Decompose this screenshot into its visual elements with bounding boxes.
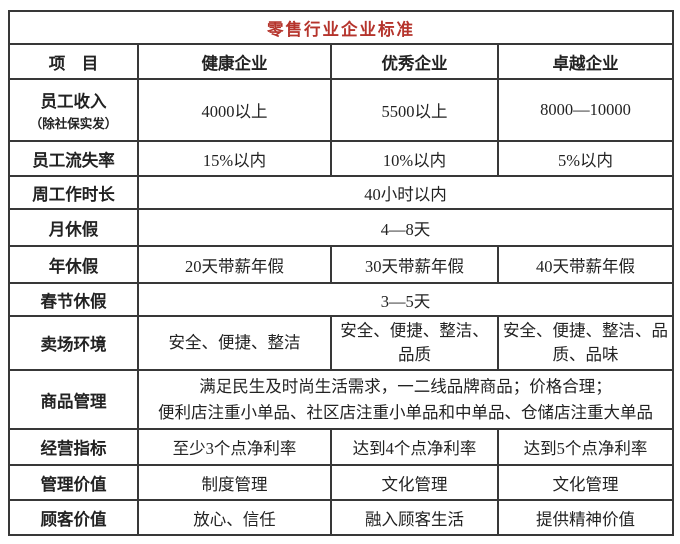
row-label: 员工收入 （除社保实发） xyxy=(8,78,139,142)
cell-value: 融入顾客生活 xyxy=(330,499,499,536)
cell-value: 10%以内 xyxy=(330,140,499,177)
row-label: 春节休假 xyxy=(8,282,139,317)
row-label: 员工流失率 xyxy=(8,140,139,177)
row-spring-festival-leave: 春节休假 3—5天 xyxy=(8,282,674,317)
row-annual-leave: 年休假 20天带薪年假 30天带薪年假 40天带薪年假 xyxy=(8,245,674,284)
header-item: 项 目 xyxy=(8,43,139,80)
cell-value: 安全、便捷、整洁、品质、品味 xyxy=(497,315,674,371)
row-management-value: 管理价值 制度管理 文化管理 文化管理 xyxy=(8,464,674,501)
header-healthy-enterprise: 健康企业 xyxy=(137,43,332,80)
cell-value-span: 40小时以内 xyxy=(137,175,674,210)
row-label: 管理价值 xyxy=(8,464,139,501)
header-outstanding-enterprise: 卓越企业 xyxy=(497,43,674,80)
cell-value: 30天带薪年假 xyxy=(330,245,499,284)
cell-value-span: 满足民生及时尚生活需求，一二线品牌商品；价格合理； 便利店注重小单品、社区店注重… xyxy=(137,369,674,430)
row-label: 周工作时长 xyxy=(8,175,139,210)
header-excellent-enterprise: 优秀企业 xyxy=(330,43,499,80)
cell-value: 达到4个点净利率 xyxy=(330,428,499,466)
cell-value: 达到5个点净利率 xyxy=(497,428,674,466)
row-label-text: 员工收入 xyxy=(40,92,107,111)
cell-value: 文化管理 xyxy=(330,464,499,501)
cell-value: 5500以上 xyxy=(330,78,499,142)
cell-value: 4000以上 xyxy=(137,78,332,142)
cell-value: 放心、信任 xyxy=(137,499,332,536)
cell-value: 安全、便捷、整洁 xyxy=(137,315,332,371)
cell-value: 5%以内 xyxy=(497,140,674,177)
cell-value: 文化管理 xyxy=(497,464,674,501)
row-customer-value: 顾客价值 放心、信任 融入顾客生活 提供精神价值 xyxy=(8,499,674,536)
cell-value-span: 4—8天 xyxy=(137,208,674,247)
row-operating-metrics: 经营指标 至少3个点净利率 达到4个点净利率 达到5个点净利率 xyxy=(8,428,674,466)
row-label: 商品管理 xyxy=(8,369,139,430)
cell-value: 制度管理 xyxy=(137,464,332,501)
table-title: 零售行业企业标准 xyxy=(8,10,674,45)
cell-value: 15%以内 xyxy=(137,140,332,177)
row-sublabel: （除社保实发） xyxy=(29,117,118,131)
row-label: 年休假 xyxy=(8,245,139,284)
cell-value-span: 3—5天 xyxy=(137,282,674,317)
title-row: 零售行业企业标准 xyxy=(8,10,674,45)
header-row: 项 目 健康企业 优秀企业 卓越企业 xyxy=(8,43,674,80)
cell-value: 至少3个点净利率 xyxy=(137,428,332,466)
row-label: 顾客价值 xyxy=(8,499,139,536)
row-merchandise-management: 商品管理 满足民生及时尚生活需求，一二线品牌商品；价格合理； 便利店注重小单品、… xyxy=(8,369,674,430)
row-employee-income: 员工收入 （除社保实发） 4000以上 5500以上 8000—10000 xyxy=(8,78,674,142)
cell-value: 8000—10000 xyxy=(497,78,674,142)
retail-standards-table: 零售行业企业标准 项 目 健康企业 优秀企业 卓越企业 员工收入 （除社保实发）… xyxy=(8,10,674,536)
merchandise-line-2: 便利店注重小单品、社区店注重小单品和中单品、仓储店注重大单品 xyxy=(158,402,653,422)
row-store-environment: 卖场环境 安全、便捷、整洁 安全、便捷、整洁、品质 安全、便捷、整洁、品质、品味 xyxy=(8,315,674,371)
cell-value: 40天带薪年假 xyxy=(497,245,674,284)
row-label: 卖场环境 xyxy=(8,315,139,371)
row-monthly-leave: 月休假 4—8天 xyxy=(8,208,674,247)
row-weekly-hours: 周工作时长 40小时以内 xyxy=(8,175,674,210)
merchandise-line-1: 满足民生及时尚生活需求，一二线品牌商品；价格合理； xyxy=(199,376,612,396)
row-label: 经营指标 xyxy=(8,428,139,466)
row-label: 月休假 xyxy=(8,208,139,247)
cell-value: 20天带薪年假 xyxy=(137,245,332,284)
cell-value: 安全、便捷、整洁、品质 xyxy=(330,315,499,371)
cell-value: 提供精神价值 xyxy=(497,499,674,536)
row-employee-turnover: 员工流失率 15%以内 10%以内 5%以内 xyxy=(8,140,674,177)
